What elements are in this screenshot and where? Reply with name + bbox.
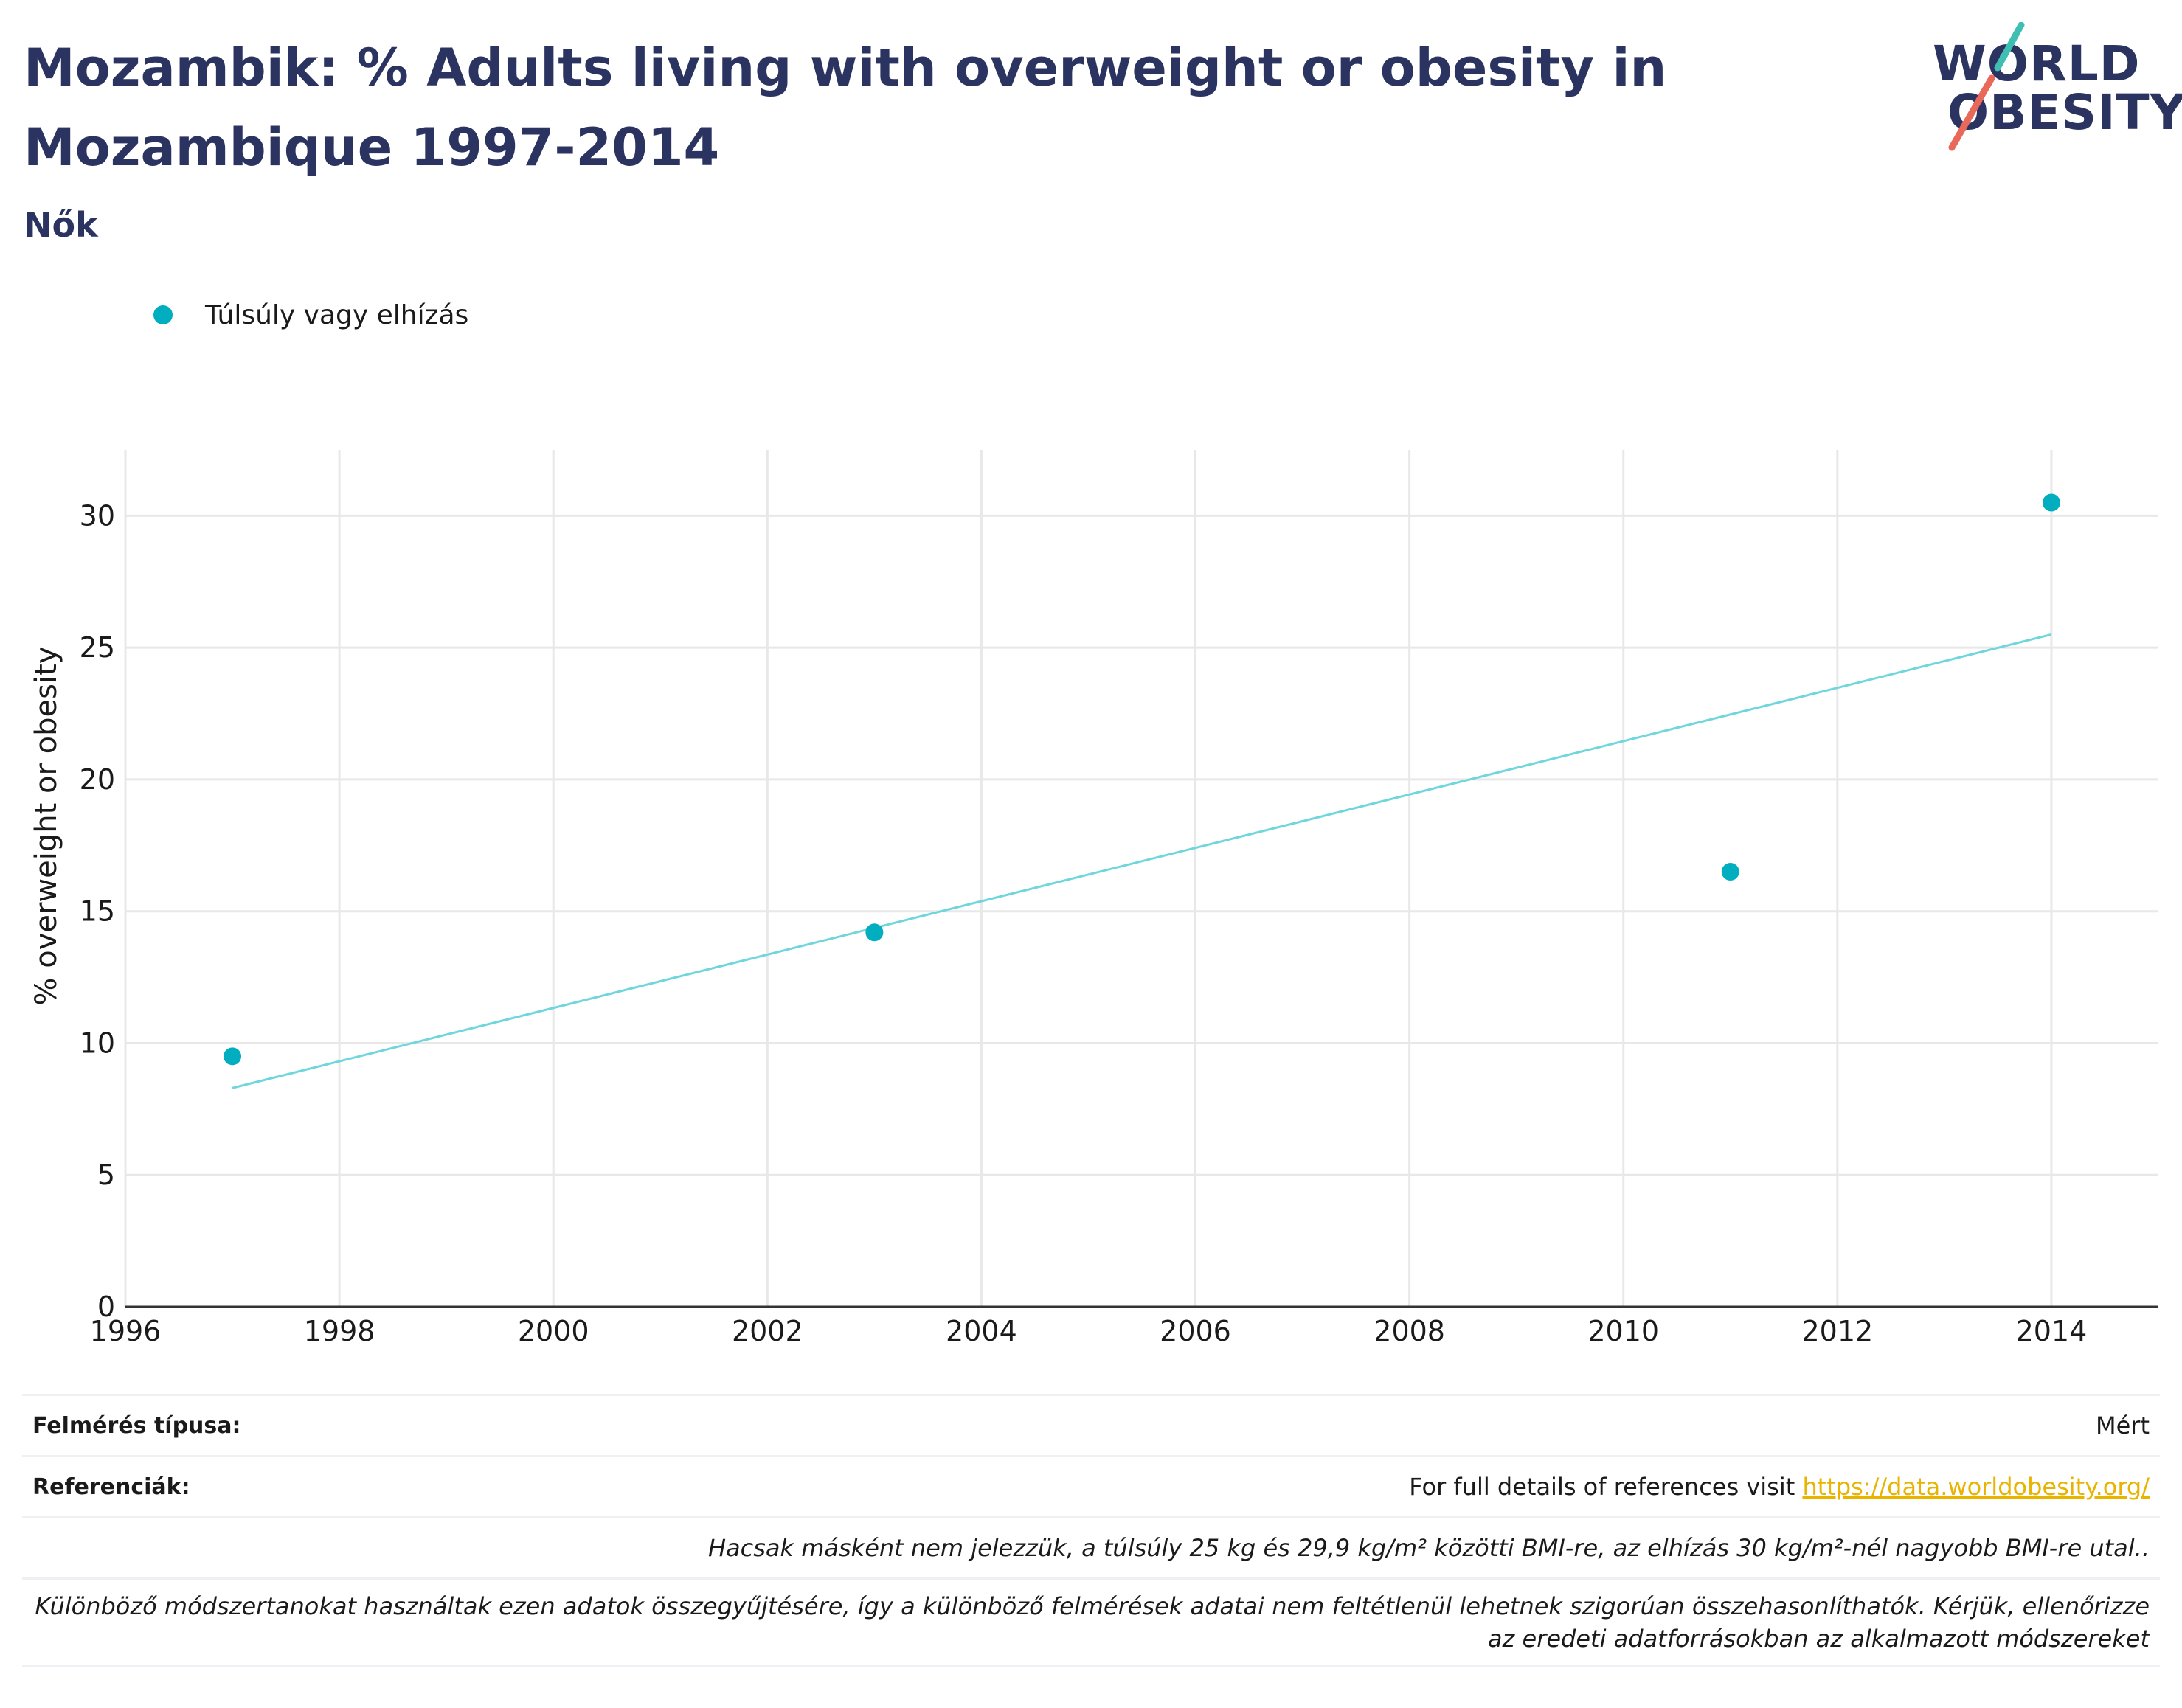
x-tick-label: 1998 <box>304 1315 375 1347</box>
y-axis-label: % overweight or obesity <box>30 647 63 1006</box>
world-obesity-logo: WORLD OBESITY <box>1918 22 2182 170</box>
data-point[interactable] <box>224 1047 242 1066</box>
survey-type-label: Felmérés típusa: <box>32 1412 241 1439</box>
x-tick-label: 2012 <box>1801 1315 1873 1347</box>
methodology-note-row: Különböző módszertanokat használtak ezen… <box>22 1580 2160 1667</box>
y-tick-label: 15 <box>80 895 115 928</box>
chart-subtitle: Nők <box>24 205 98 245</box>
trendline-layer <box>232 633 2052 1089</box>
bmi-note-row: Hacsak másként nem jelezzük, a túlsúly 2… <box>22 1518 2160 1580</box>
trendline <box>232 633 2052 1089</box>
references-label: Referenciák: <box>32 1473 190 1500</box>
x-tick-label: 1996 <box>90 1315 162 1347</box>
x-tick-label: 2008 <box>1374 1315 1445 1347</box>
legend-marker-icon <box>153 305 173 324</box>
y-tick-label: 25 <box>80 631 115 664</box>
references-link[interactable]: https://data.worldobesity.org/ <box>1802 1473 2150 1501</box>
y-tick-label: 20 <box>80 763 115 796</box>
data-point[interactable] <box>865 923 884 942</box>
legend[interactable]: Túlsúly vagy elhízás <box>153 295 468 335</box>
legend-label: Túlsúly vagy elhízás <box>205 299 469 330</box>
references-value: For full details of references visit htt… <box>1409 1473 2150 1501</box>
y-tick-label: 10 <box>80 1027 115 1059</box>
x-tick-label: 2002 <box>732 1315 803 1347</box>
data-point[interactable] <box>2042 493 2060 512</box>
logo-slash-icon <box>1948 22 2025 151</box>
y-tick-label: 30 <box>80 499 115 532</box>
scatter-chart: 1996 1998 2000 2002 2004 2006 2008 2010 2012 2014… <box>30 450 2158 1347</box>
x-tick-label: 2006 <box>1160 1315 1231 1347</box>
y-tick-label: 5 <box>97 1159 115 1191</box>
data-points <box>224 493 2060 1066</box>
bmi-note: Hacsak másként nem jelezzük, a túlsúly 2… <box>707 1534 2150 1562</box>
x-tick-label: 2014 <box>2016 1315 2088 1347</box>
info-table: Felmérés típusa: Mért Referenciák: For f… <box>22 1394 2160 1667</box>
logo-line-1: WORLD <box>1933 35 2141 92</box>
y-tick-label: 0 <box>97 1291 115 1323</box>
references-row: Referenciák: For full details of referen… <box>22 1457 2160 1518</box>
x-tick-label: 2000 <box>518 1315 589 1347</box>
axes: 1996 1998 2000 2002 2004 2006 2008 2010 2012 2014… <box>80 499 2158 1347</box>
survey-type-value: Mért <box>2096 1412 2150 1440</box>
references-text: For full details of references visit <box>1409 1473 1803 1501</box>
chart-title: Mozambik: % Adults living with overweigh… <box>24 38 1667 178</box>
survey-type-row: Felmérés típusa: Mért <box>22 1396 2160 1457</box>
data-point[interactable] <box>1721 863 1739 881</box>
methodology-note: Különböző módszertanokat használtak ezen… <box>35 1592 2150 1653</box>
x-tick-label: 2004 <box>946 1315 1017 1347</box>
grid-lines <box>124 450 2158 1307</box>
x-tick-label: 2010 <box>1587 1315 1659 1347</box>
